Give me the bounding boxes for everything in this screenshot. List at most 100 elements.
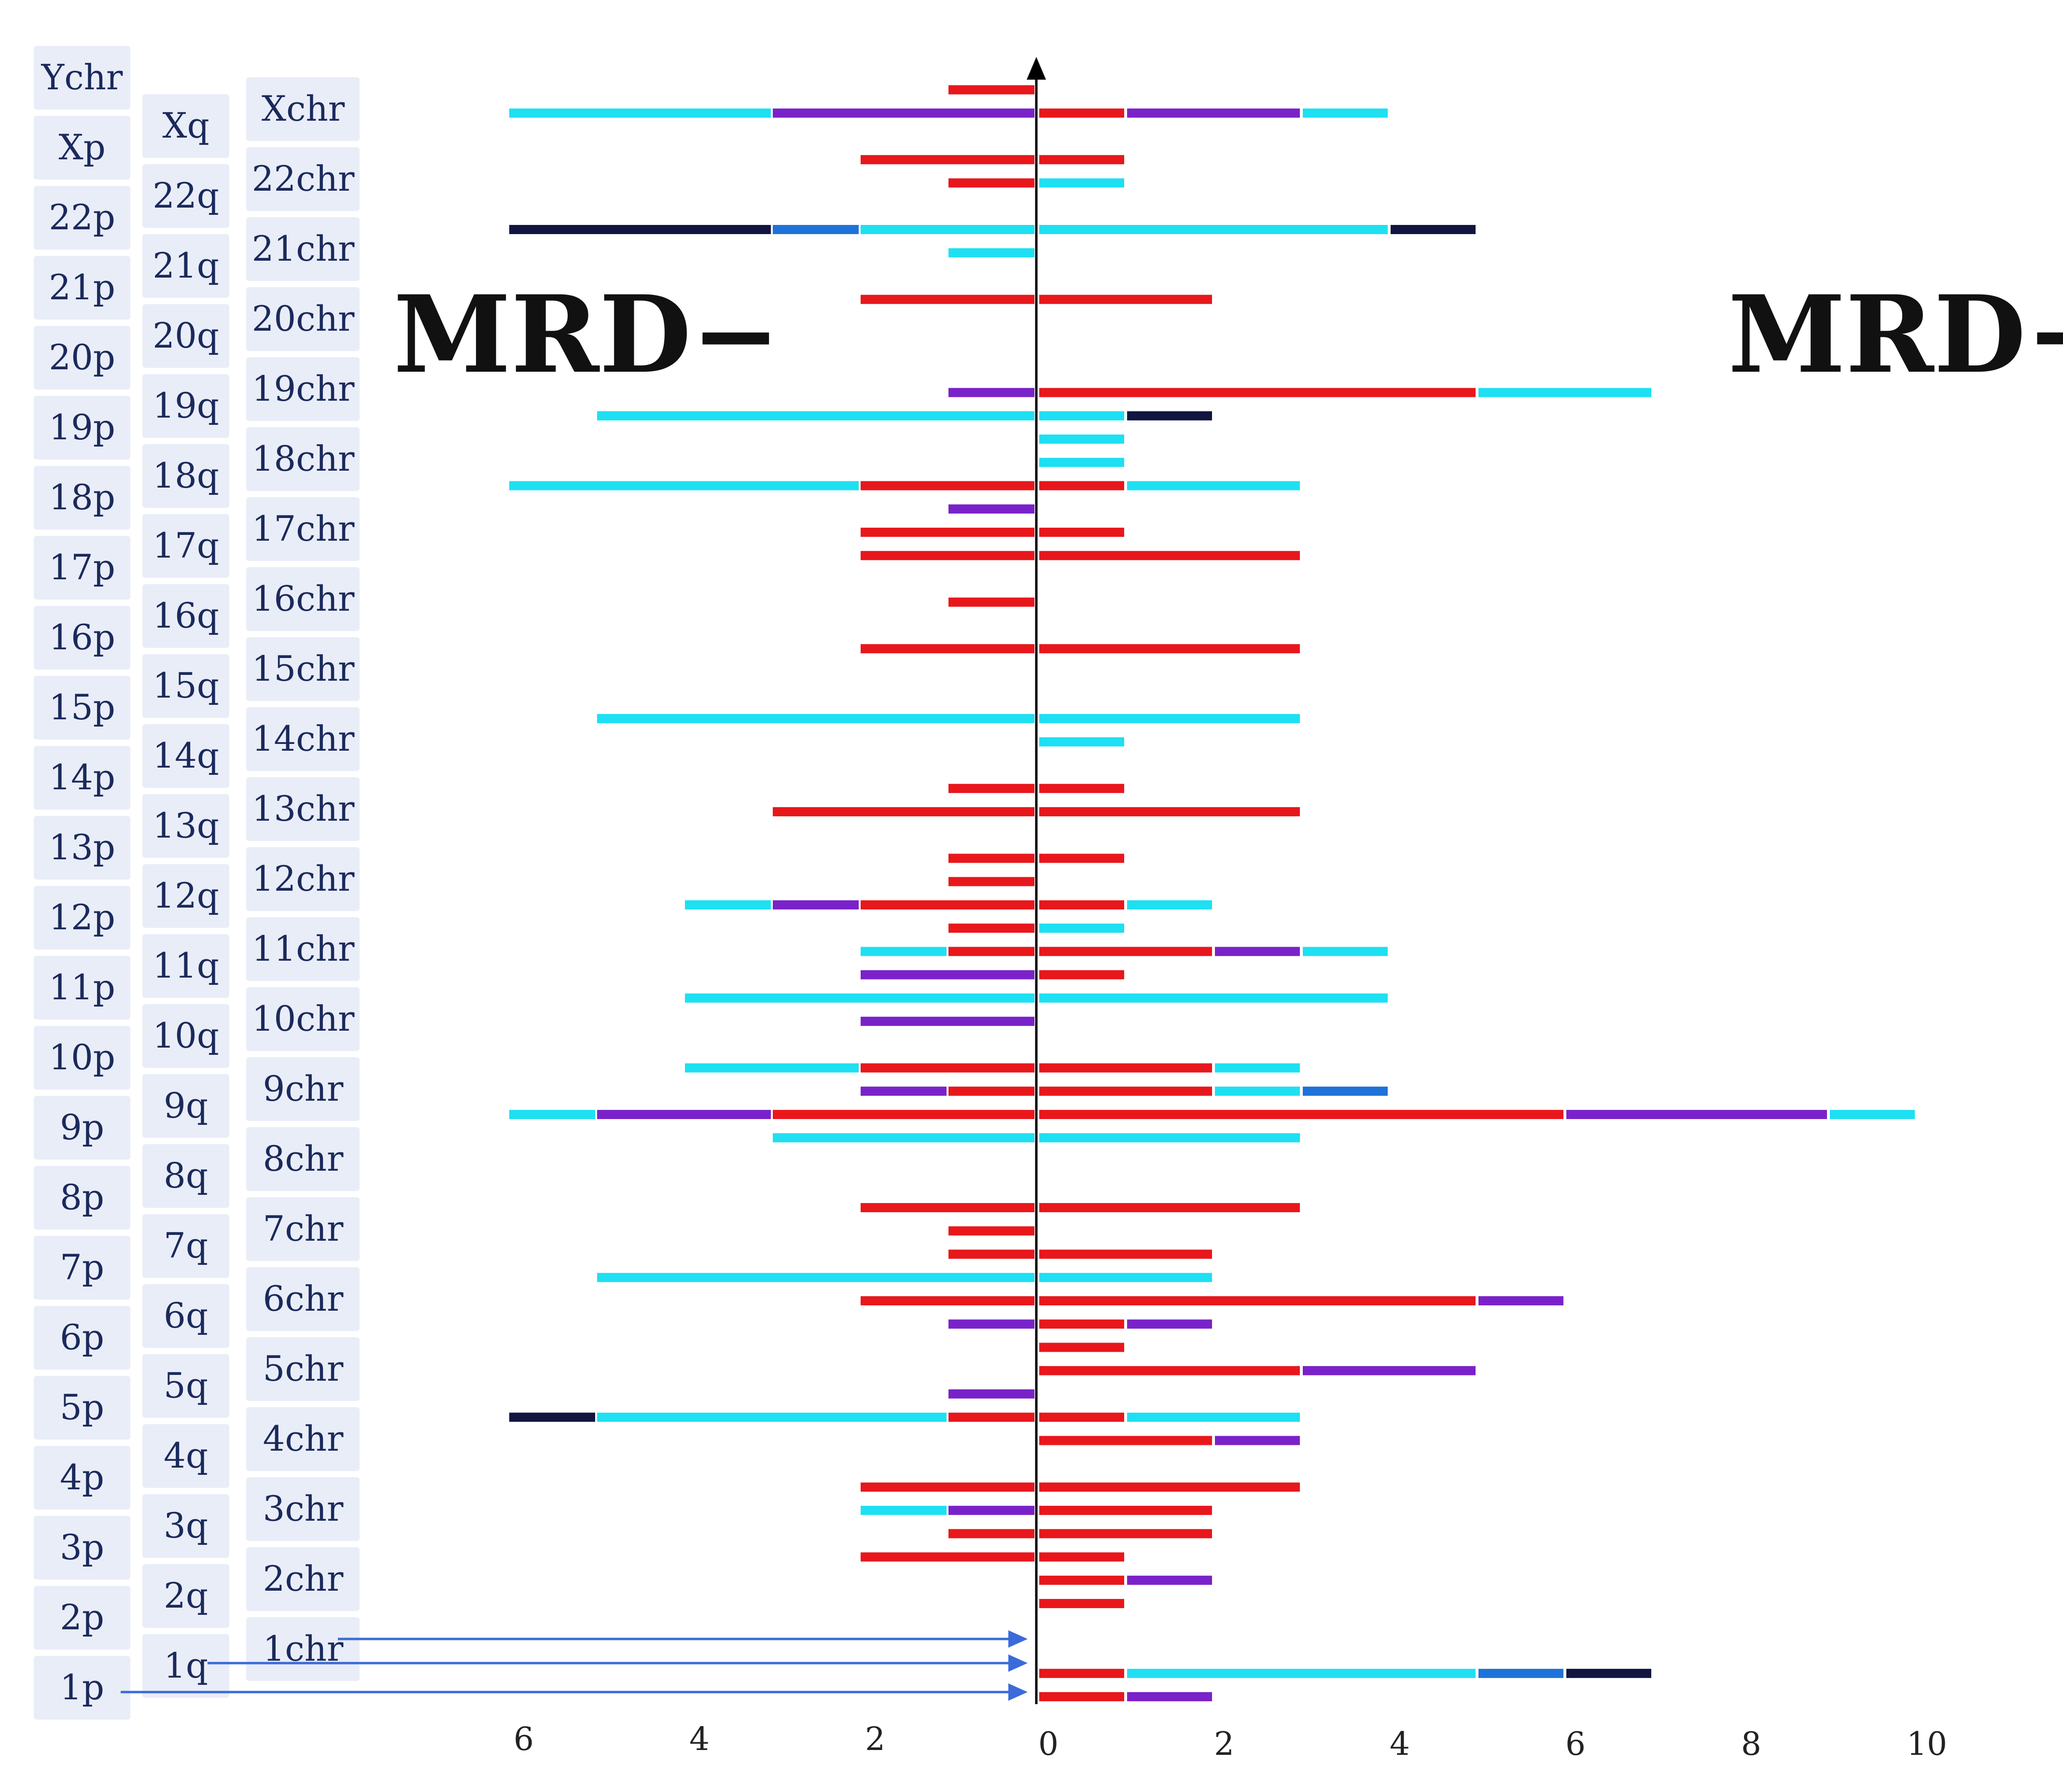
bar-segment-right-red — [1039, 528, 1124, 537]
q_arm-label: 10q — [153, 1015, 219, 1056]
bar-segment-left-purple — [597, 1110, 771, 1120]
bar-segment-left-red — [948, 1413, 1034, 1422]
bar-segment-right-red — [1039, 1343, 1124, 1352]
q_arm-label: Xq — [162, 105, 209, 146]
bar-segment-right-cyan — [1039, 993, 1388, 1003]
bar-segment-right-red — [1039, 947, 1212, 956]
chr-cell-bg — [246, 1547, 360, 1611]
p_arm-label: 22p — [49, 197, 115, 238]
bar-segment-right-red — [1039, 1413, 1124, 1422]
chr-label: 20chr — [252, 298, 355, 339]
q_arm-label: 9q — [164, 1085, 208, 1126]
bar-segment-right-blue — [1303, 1086, 1388, 1096]
q_arm-cell-bg — [142, 1494, 229, 1558]
bar-segment-right-red — [1039, 1366, 1300, 1375]
q_arm-cell-bg — [142, 1284, 229, 1348]
x-tick-label-right: 6 — [1565, 1725, 1586, 1763]
q_arm-cell-bg — [142, 304, 229, 368]
chr-cell-bg — [246, 987, 360, 1051]
bar-segment-left-red — [948, 597, 1034, 607]
p_arm-label: 6p — [60, 1317, 104, 1358]
chr-cell-bg — [246, 567, 360, 631]
chr-cell-bg — [246, 1197, 360, 1261]
bar-segment-left-red — [861, 1063, 1034, 1073]
p_arm-cell-bg — [34, 1306, 130, 1370]
bar-segment-right-cyan — [1039, 411, 1124, 420]
x-tick-label-right: 10 — [1907, 1725, 1947, 1763]
bar-segment-right-red — [1039, 644, 1300, 654]
bar-segment-left-red — [861, 900, 1034, 910]
q_arm-label: 21q — [153, 245, 219, 286]
bar-segment-right-cyan — [1039, 224, 1388, 234]
bar-segment-left-red — [861, 481, 1034, 490]
x-tick-label-left: 6 — [514, 1721, 534, 1758]
q_arm-label: 19q — [153, 385, 219, 426]
bar-segment-left-red — [861, 294, 1034, 304]
bar-segment-left-red — [948, 85, 1034, 95]
q_arm-cell-bg — [142, 584, 229, 648]
bar-segment-right-red — [1039, 854, 1124, 863]
p_arm-cell-bg — [34, 746, 130, 810]
chr-cell-bg — [246, 847, 360, 911]
x-tick-label-left: 2 — [865, 1721, 885, 1758]
p_arm-cell-bg — [34, 1026, 130, 1090]
q_arm-cell-bg — [142, 514, 229, 578]
q_arm-cell-bg — [142, 1564, 229, 1628]
chr-cell-bg — [246, 1337, 360, 1401]
bar-segment-right-red — [1039, 1575, 1124, 1585]
bar-segment-right-purple — [1215, 947, 1300, 956]
bar-segment-left-purple — [861, 1017, 1034, 1026]
bar-segment-left-cyan — [861, 224, 1034, 234]
q_arm-label: 16q — [153, 595, 219, 636]
p_arm-cell-bg — [34, 676, 130, 740]
p_arm-cell-bg — [34, 1376, 130, 1440]
bar-segment-left-cyan — [773, 1133, 1034, 1143]
p_arm-label: Xp — [58, 127, 105, 168]
chr-cell-bg — [246, 637, 360, 701]
bar-segment-left-cyan — [861, 1506, 947, 1515]
chr-cell-bg — [246, 917, 360, 981]
chr-label: 6chr — [263, 1278, 344, 1319]
bar-segment-left-cyan — [861, 947, 947, 956]
chr-label: 3chr — [263, 1488, 344, 1529]
p_arm-cell-bg — [34, 1586, 130, 1650]
chr-label: 19chr — [252, 368, 355, 409]
bar-segment-left-cyan — [509, 108, 771, 118]
p_arm-label: 13p — [49, 827, 115, 868]
bar-segment-left-purple — [773, 108, 1034, 118]
chr-cell-bg — [246, 77, 360, 141]
bar-segment-left-red — [861, 1296, 1034, 1305]
chr-label: 4chr — [263, 1418, 344, 1459]
bar-segment-left-blue — [773, 224, 859, 234]
bar-segment-right-purple — [1127, 1575, 1212, 1585]
p_arm-cell-bg — [34, 956, 130, 1020]
p_arm-label: 17p — [49, 547, 115, 588]
bar-segment-right-navy — [1127, 411, 1212, 420]
bar-segment-left-cyan — [685, 900, 771, 910]
p_arm-cell-bg — [34, 396, 130, 460]
q_arm-cell-bg — [142, 1634, 229, 1698]
bar-segment-right-purple — [1127, 1319, 1212, 1329]
p_arm-label: 12p — [49, 897, 115, 938]
bar-segment-right-red — [1039, 1692, 1124, 1702]
chr-cell-bg — [246, 1617, 360, 1681]
bar-segment-left-navy — [509, 224, 771, 234]
p_arm-label: 14p — [49, 757, 115, 798]
q_arm-label: 12q — [153, 875, 219, 916]
bar-segment-right-red — [1039, 1482, 1300, 1492]
q_arm-label: 5q — [164, 1365, 208, 1406]
chr-cell-bg — [246, 217, 360, 281]
bar-segment-right-red — [1039, 784, 1124, 793]
bar-segment-right-purple — [1478, 1296, 1563, 1305]
chr-cell-bg — [246, 427, 360, 491]
bar-segment-left-red — [948, 1226, 1034, 1236]
bar-segment-left-red — [948, 1529, 1034, 1539]
p_arm-cell-bg — [34, 46, 130, 110]
bar-segment-right-red — [1039, 1529, 1212, 1539]
bar-segment-right-navy — [1391, 224, 1476, 234]
bar-segment-left-cyan — [509, 1110, 595, 1120]
bar-segment-right-cyan — [1039, 924, 1124, 933]
p_arm-cell-bg — [34, 1166, 130, 1230]
p_arm-label: 8p — [60, 1177, 104, 1218]
bar-segment-right-cyan — [1039, 458, 1124, 467]
